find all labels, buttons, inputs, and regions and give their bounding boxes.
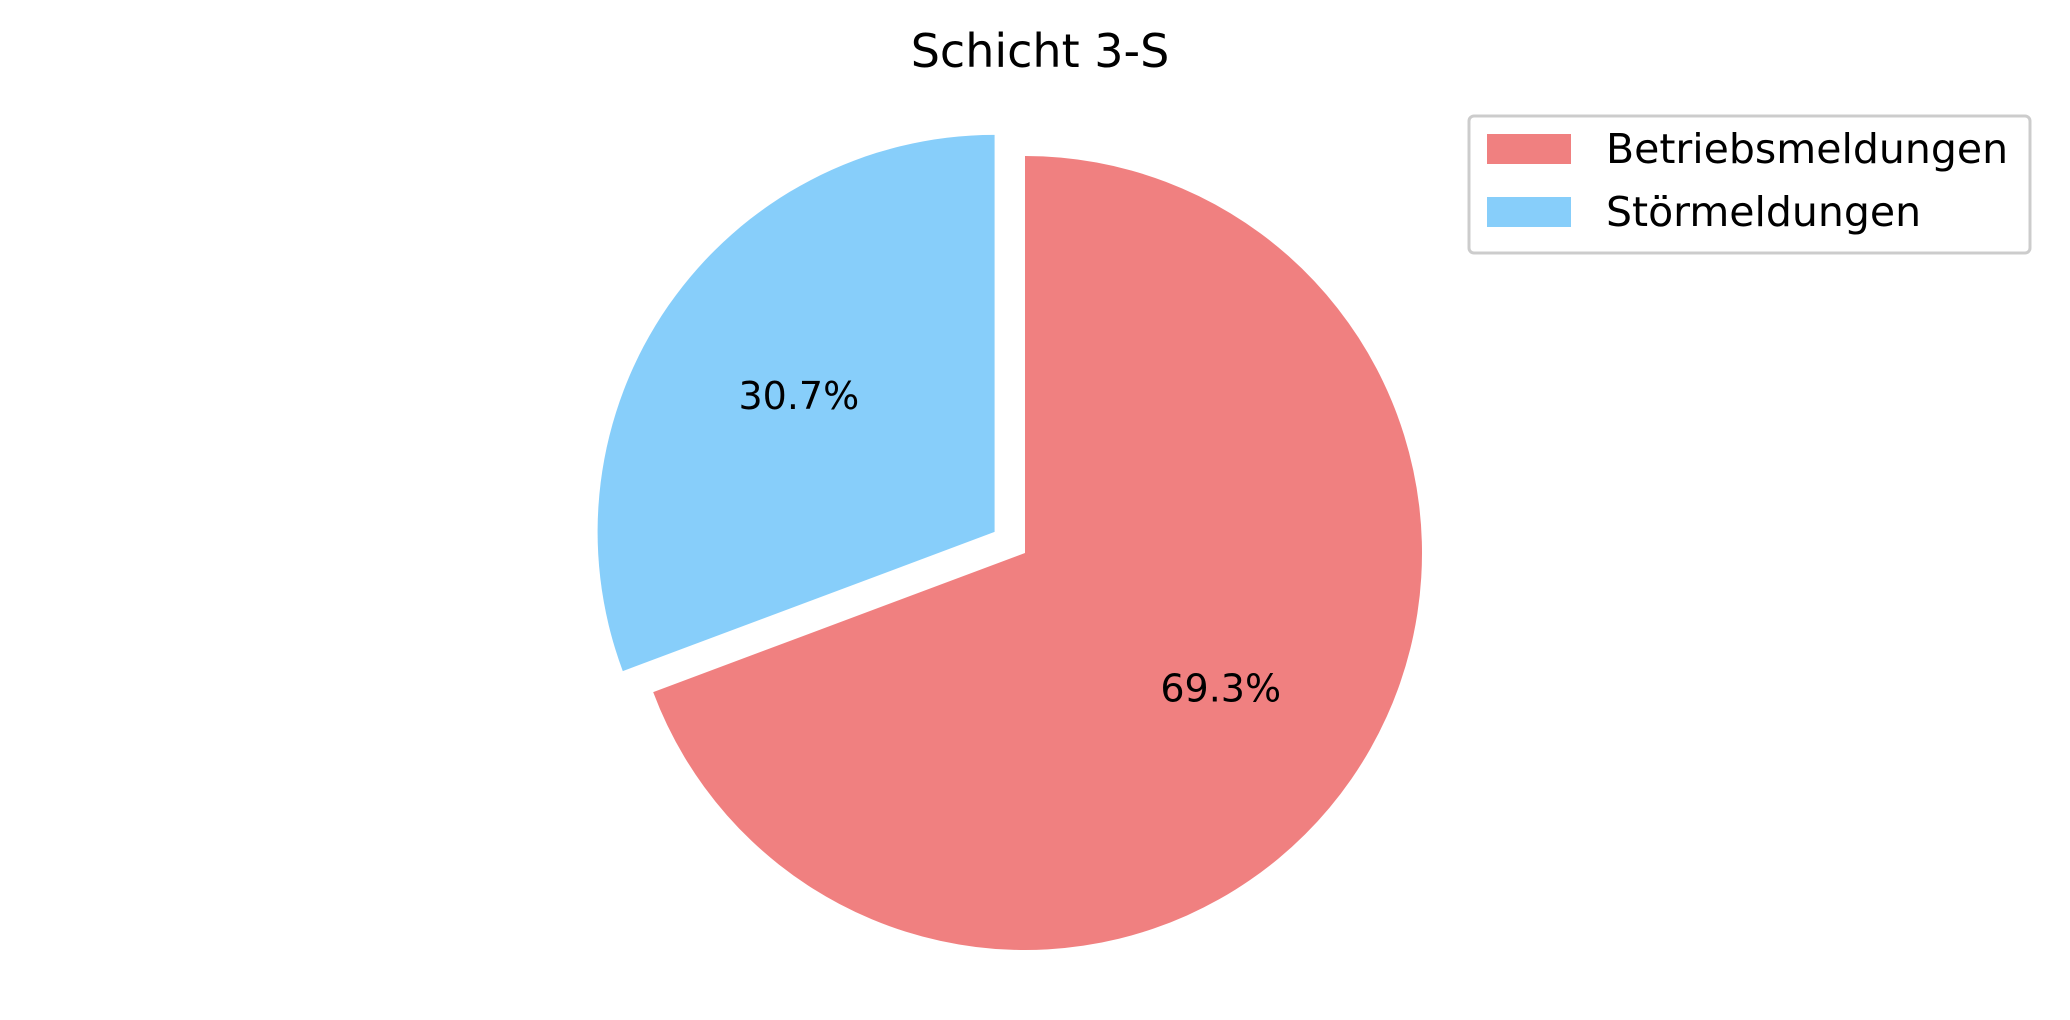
pie-slice-betriebsmeldungen: [653, 156, 1423, 950]
legend-label-betriebsmeldungen: Betriebsmeldungen: [1606, 125, 2008, 173]
legend-swatch-stoermeldungen: [1487, 197, 1571, 227]
pie-label-stoermeldungen: 30.7%: [738, 374, 859, 418]
chart-title: Schicht 3-S: [911, 24, 1170, 78]
legend: Betriebsmeldungen Störmeldungen: [1467, 114, 2032, 255]
legend-label-stoermeldungen: Störmeldungen: [1606, 188, 1921, 236]
legend-swatch-betriebsmeldungen: [1487, 134, 1571, 164]
pie-slices: [597, 134, 1423, 950]
pie-slice-stoermeldungen: [597, 134, 995, 672]
legend-frame: [1467, 114, 2032, 255]
pie-label-betriebsmeldungen: 69.3%: [1160, 667, 1281, 711]
pie-percentage-labels: 69.3% 30.7%: [738, 374, 1281, 711]
